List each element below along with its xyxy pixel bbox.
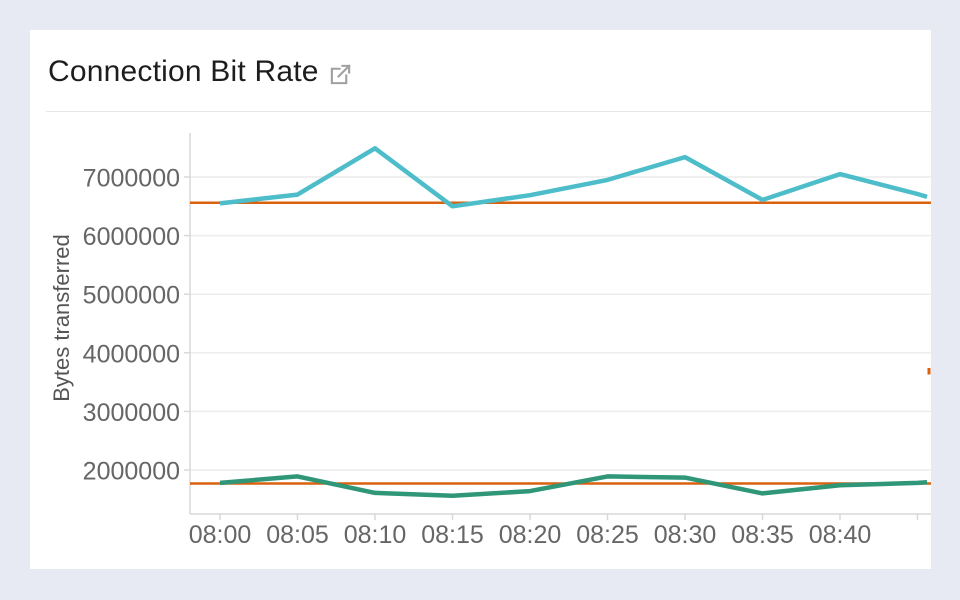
data-line	[219, 474, 928, 499]
x-tick-label: 08:25	[576, 521, 639, 549]
data-line	[219, 146, 928, 209]
y-tick-label: 6000000	[83, 223, 180, 251]
line-chart: 7000000 6000000 5000000 4000000 3000000 20000…	[49, 133, 931, 549]
x-tick-label: 08:10	[344, 521, 407, 549]
y-tick-label: 4000000	[83, 340, 180, 368]
chart-header: Connection Bit Rate	[30, 30, 931, 90]
header-divider	[46, 111, 931, 112]
y-tick-label: 5000000	[83, 282, 180, 310]
y-axis-title: Bytes transferred	[49, 234, 74, 402]
y-tick-label: 3000000	[83, 399, 180, 427]
x-tick-label: 08:40	[809, 521, 872, 549]
chart-title: Connection Bit Rate	[48, 55, 319, 88]
x-tick-label: 08:00	[189, 521, 252, 549]
external-link-icon[interactable]	[329, 63, 352, 86]
y-tick-label: 7000000	[83, 165, 180, 193]
x-tick-label: 08:20	[499, 521, 562, 549]
x-tick-label: 08:35	[731, 521, 794, 549]
y-tick-label: 2000000	[83, 458, 180, 486]
chart-card: Connection Bit Rate 7000000 6000000 500000…	[30, 30, 931, 569]
clipped-edge-marker	[927, 368, 931, 375]
x-tick-label: 08:05	[266, 521, 329, 549]
x-tick-label: 08:30	[654, 521, 717, 549]
x-tick-label: 08:15	[421, 521, 484, 549]
